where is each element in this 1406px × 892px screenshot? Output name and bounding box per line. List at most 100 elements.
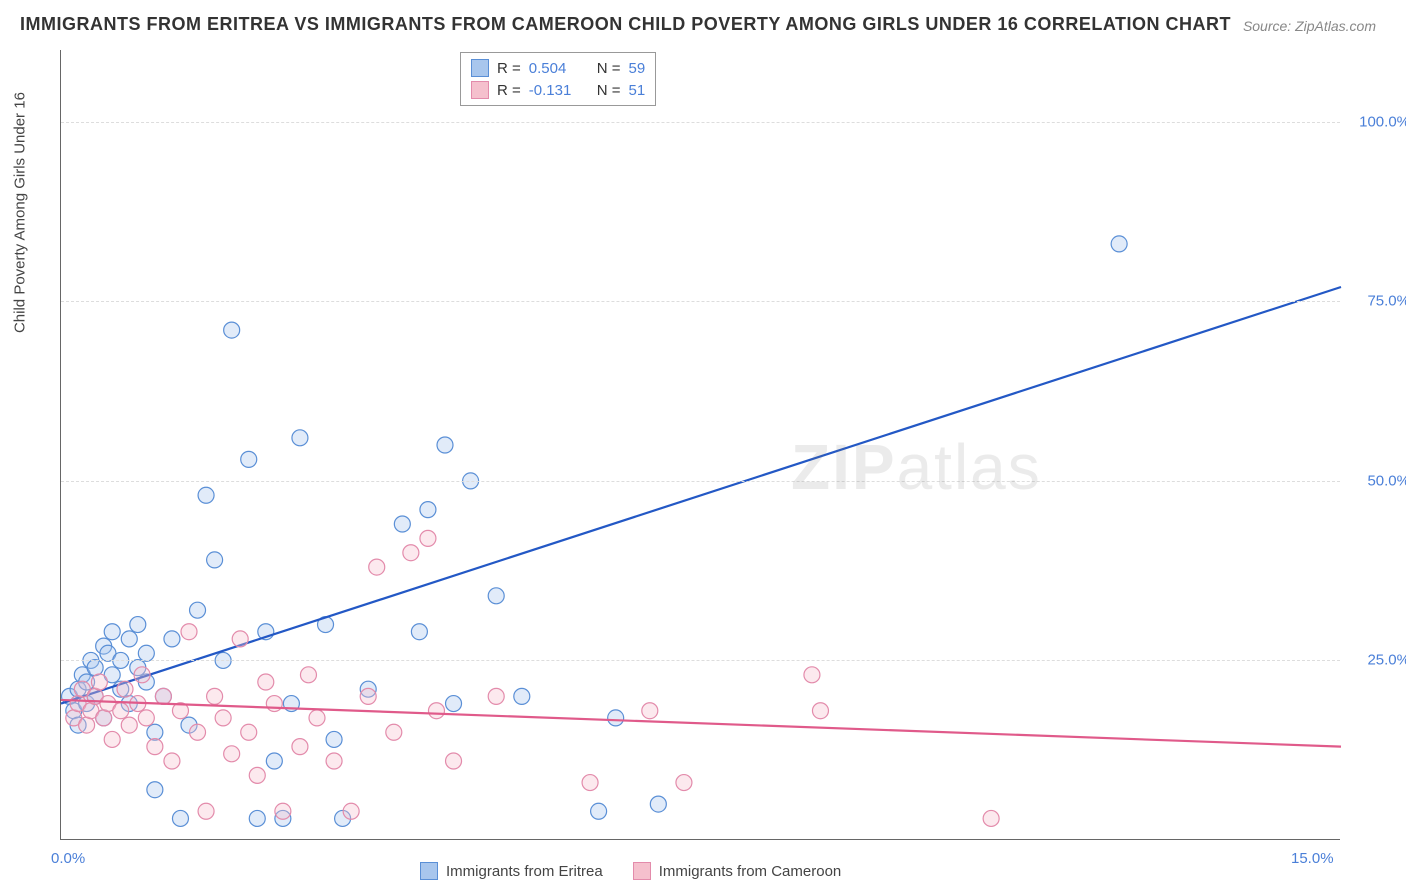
- data-point: [198, 487, 214, 503]
- data-point: [488, 588, 504, 604]
- chart-title: IMMIGRANTS FROM ERITREA VS IMMIGRANTS FR…: [20, 14, 1231, 35]
- data-point: [266, 753, 282, 769]
- data-point: [266, 696, 282, 712]
- legend-series-item: Immigrants from Cameroon: [633, 862, 842, 880]
- legend-swatch: [471, 59, 489, 77]
- legend-swatch: [633, 862, 651, 880]
- data-point: [172, 810, 188, 826]
- legend-swatch: [420, 862, 438, 880]
- data-point: [300, 667, 316, 683]
- data-point: [117, 681, 133, 697]
- data-point: [326, 753, 342, 769]
- legend-n-value: 59: [629, 60, 646, 77]
- data-point: [650, 796, 666, 812]
- data-point: [241, 724, 257, 740]
- legend-r-label: R =: [497, 60, 521, 77]
- y-tick-label: 75.0%: [1350, 293, 1406, 310]
- data-point: [232, 631, 248, 647]
- data-point: [326, 731, 342, 747]
- data-point: [258, 674, 274, 690]
- data-point: [608, 710, 624, 726]
- data-point: [91, 674, 107, 690]
- data-point: [113, 703, 129, 719]
- data-point: [676, 775, 692, 791]
- legend-r-value: 0.504: [529, 60, 589, 77]
- data-point: [207, 552, 223, 568]
- data-point: [437, 437, 453, 453]
- y-tick-label: 25.0%: [1350, 652, 1406, 669]
- data-point: [591, 803, 607, 819]
- legend-n-label: N =: [597, 60, 621, 77]
- data-point: [215, 710, 231, 726]
- data-point: [292, 430, 308, 446]
- trend-line: [61, 287, 1341, 704]
- data-point: [309, 710, 325, 726]
- data-point: [190, 724, 206, 740]
- legend-bottom: Immigrants from Eritrea Immigrants from C…: [420, 862, 841, 880]
- data-point: [394, 516, 410, 532]
- data-point: [446, 696, 462, 712]
- gridline: [61, 122, 1340, 123]
- data-point: [812, 703, 828, 719]
- data-point: [164, 631, 180, 647]
- data-point: [360, 688, 376, 704]
- data-point: [138, 710, 154, 726]
- data-point: [403, 545, 419, 561]
- x-tick-label: 0.0%: [51, 850, 85, 867]
- data-point: [224, 322, 240, 338]
- data-point: [249, 810, 265, 826]
- legend-correlation-row: R = 0.504 N = 59: [471, 57, 645, 79]
- data-point: [224, 746, 240, 762]
- data-point: [138, 645, 154, 661]
- data-point: [134, 667, 150, 683]
- source-attribution: Source: ZipAtlas.com: [1243, 18, 1376, 34]
- data-point: [79, 717, 95, 733]
- x-tick-label: 15.0%: [1291, 850, 1334, 867]
- y-tick-label: 50.0%: [1350, 472, 1406, 489]
- data-point: [164, 753, 180, 769]
- data-point: [582, 775, 598, 791]
- data-point: [147, 782, 163, 798]
- data-point: [104, 624, 120, 640]
- legend-series-label: Immigrants from Cameroon: [659, 863, 842, 880]
- data-point: [369, 559, 385, 575]
- data-point: [386, 724, 402, 740]
- data-point: [147, 739, 163, 755]
- data-point: [96, 710, 112, 726]
- data-point: [1111, 236, 1127, 252]
- data-point: [190, 602, 206, 618]
- y-axis-label: Child Poverty Among Girls Under 16: [12, 92, 29, 333]
- data-point: [411, 624, 427, 640]
- data-point: [181, 624, 197, 640]
- data-point: [241, 451, 257, 467]
- gridline: [61, 481, 1340, 482]
- legend-n-label: N =: [597, 82, 621, 99]
- legend-r-label: R =: [497, 82, 521, 99]
- data-point: [514, 688, 530, 704]
- data-point: [155, 688, 171, 704]
- data-point: [121, 631, 137, 647]
- y-tick-label: 100.0%: [1350, 113, 1406, 130]
- legend-correlation-row: R = -0.131 N = 51: [471, 79, 645, 101]
- legend-swatch: [471, 81, 489, 99]
- data-point: [147, 724, 163, 740]
- data-point: [121, 717, 137, 733]
- data-point: [446, 753, 462, 769]
- data-point: [420, 530, 436, 546]
- legend-n-value: 51: [629, 82, 646, 99]
- data-point: [488, 688, 504, 704]
- data-point: [292, 739, 308, 755]
- data-point: [642, 703, 658, 719]
- chart-svg: [61, 50, 1340, 839]
- legend-r-value: -0.131: [529, 82, 589, 99]
- data-point: [983, 810, 999, 826]
- data-point: [428, 703, 444, 719]
- legend-series-label: Immigrants from Eritrea: [446, 863, 603, 880]
- data-point: [130, 617, 146, 633]
- data-point: [343, 803, 359, 819]
- data-point: [275, 803, 291, 819]
- gridline: [61, 660, 1340, 661]
- gridline: [61, 301, 1340, 302]
- data-point: [249, 767, 265, 783]
- data-point: [198, 803, 214, 819]
